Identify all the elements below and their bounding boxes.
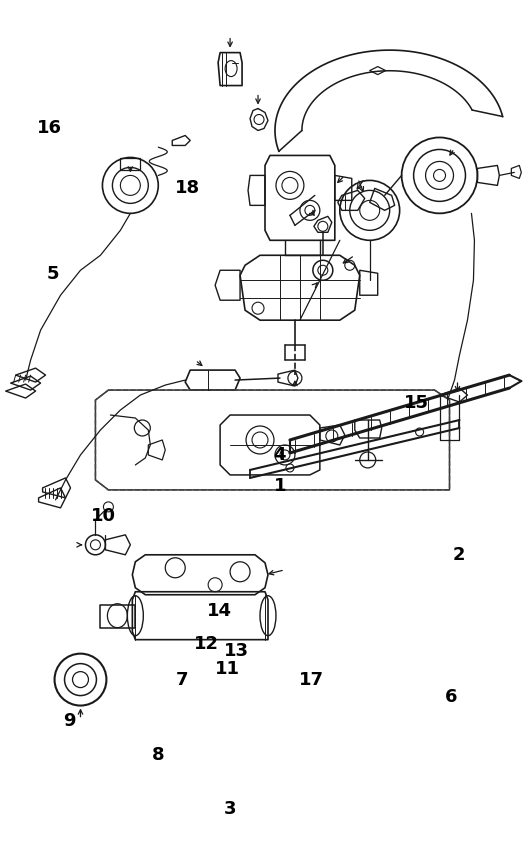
Text: 16: 16 <box>36 119 62 137</box>
Text: 2: 2 <box>452 546 465 564</box>
Text: 11: 11 <box>215 660 240 678</box>
Text: 14: 14 <box>207 602 232 620</box>
Text: 12: 12 <box>194 635 219 653</box>
Text: 17: 17 <box>299 671 324 689</box>
Text: 18: 18 <box>175 179 200 197</box>
Text: 10: 10 <box>91 507 116 525</box>
Text: 1: 1 <box>274 477 286 495</box>
Text: 3: 3 <box>223 800 236 818</box>
Text: 7: 7 <box>176 671 188 689</box>
Text: 8: 8 <box>153 746 165 765</box>
Text: 9: 9 <box>63 712 76 730</box>
Text: 13: 13 <box>224 641 249 660</box>
Text: 15: 15 <box>404 394 429 412</box>
Text: 4: 4 <box>274 446 286 463</box>
Text: 6: 6 <box>445 688 457 706</box>
Text: 5: 5 <box>47 265 60 283</box>
